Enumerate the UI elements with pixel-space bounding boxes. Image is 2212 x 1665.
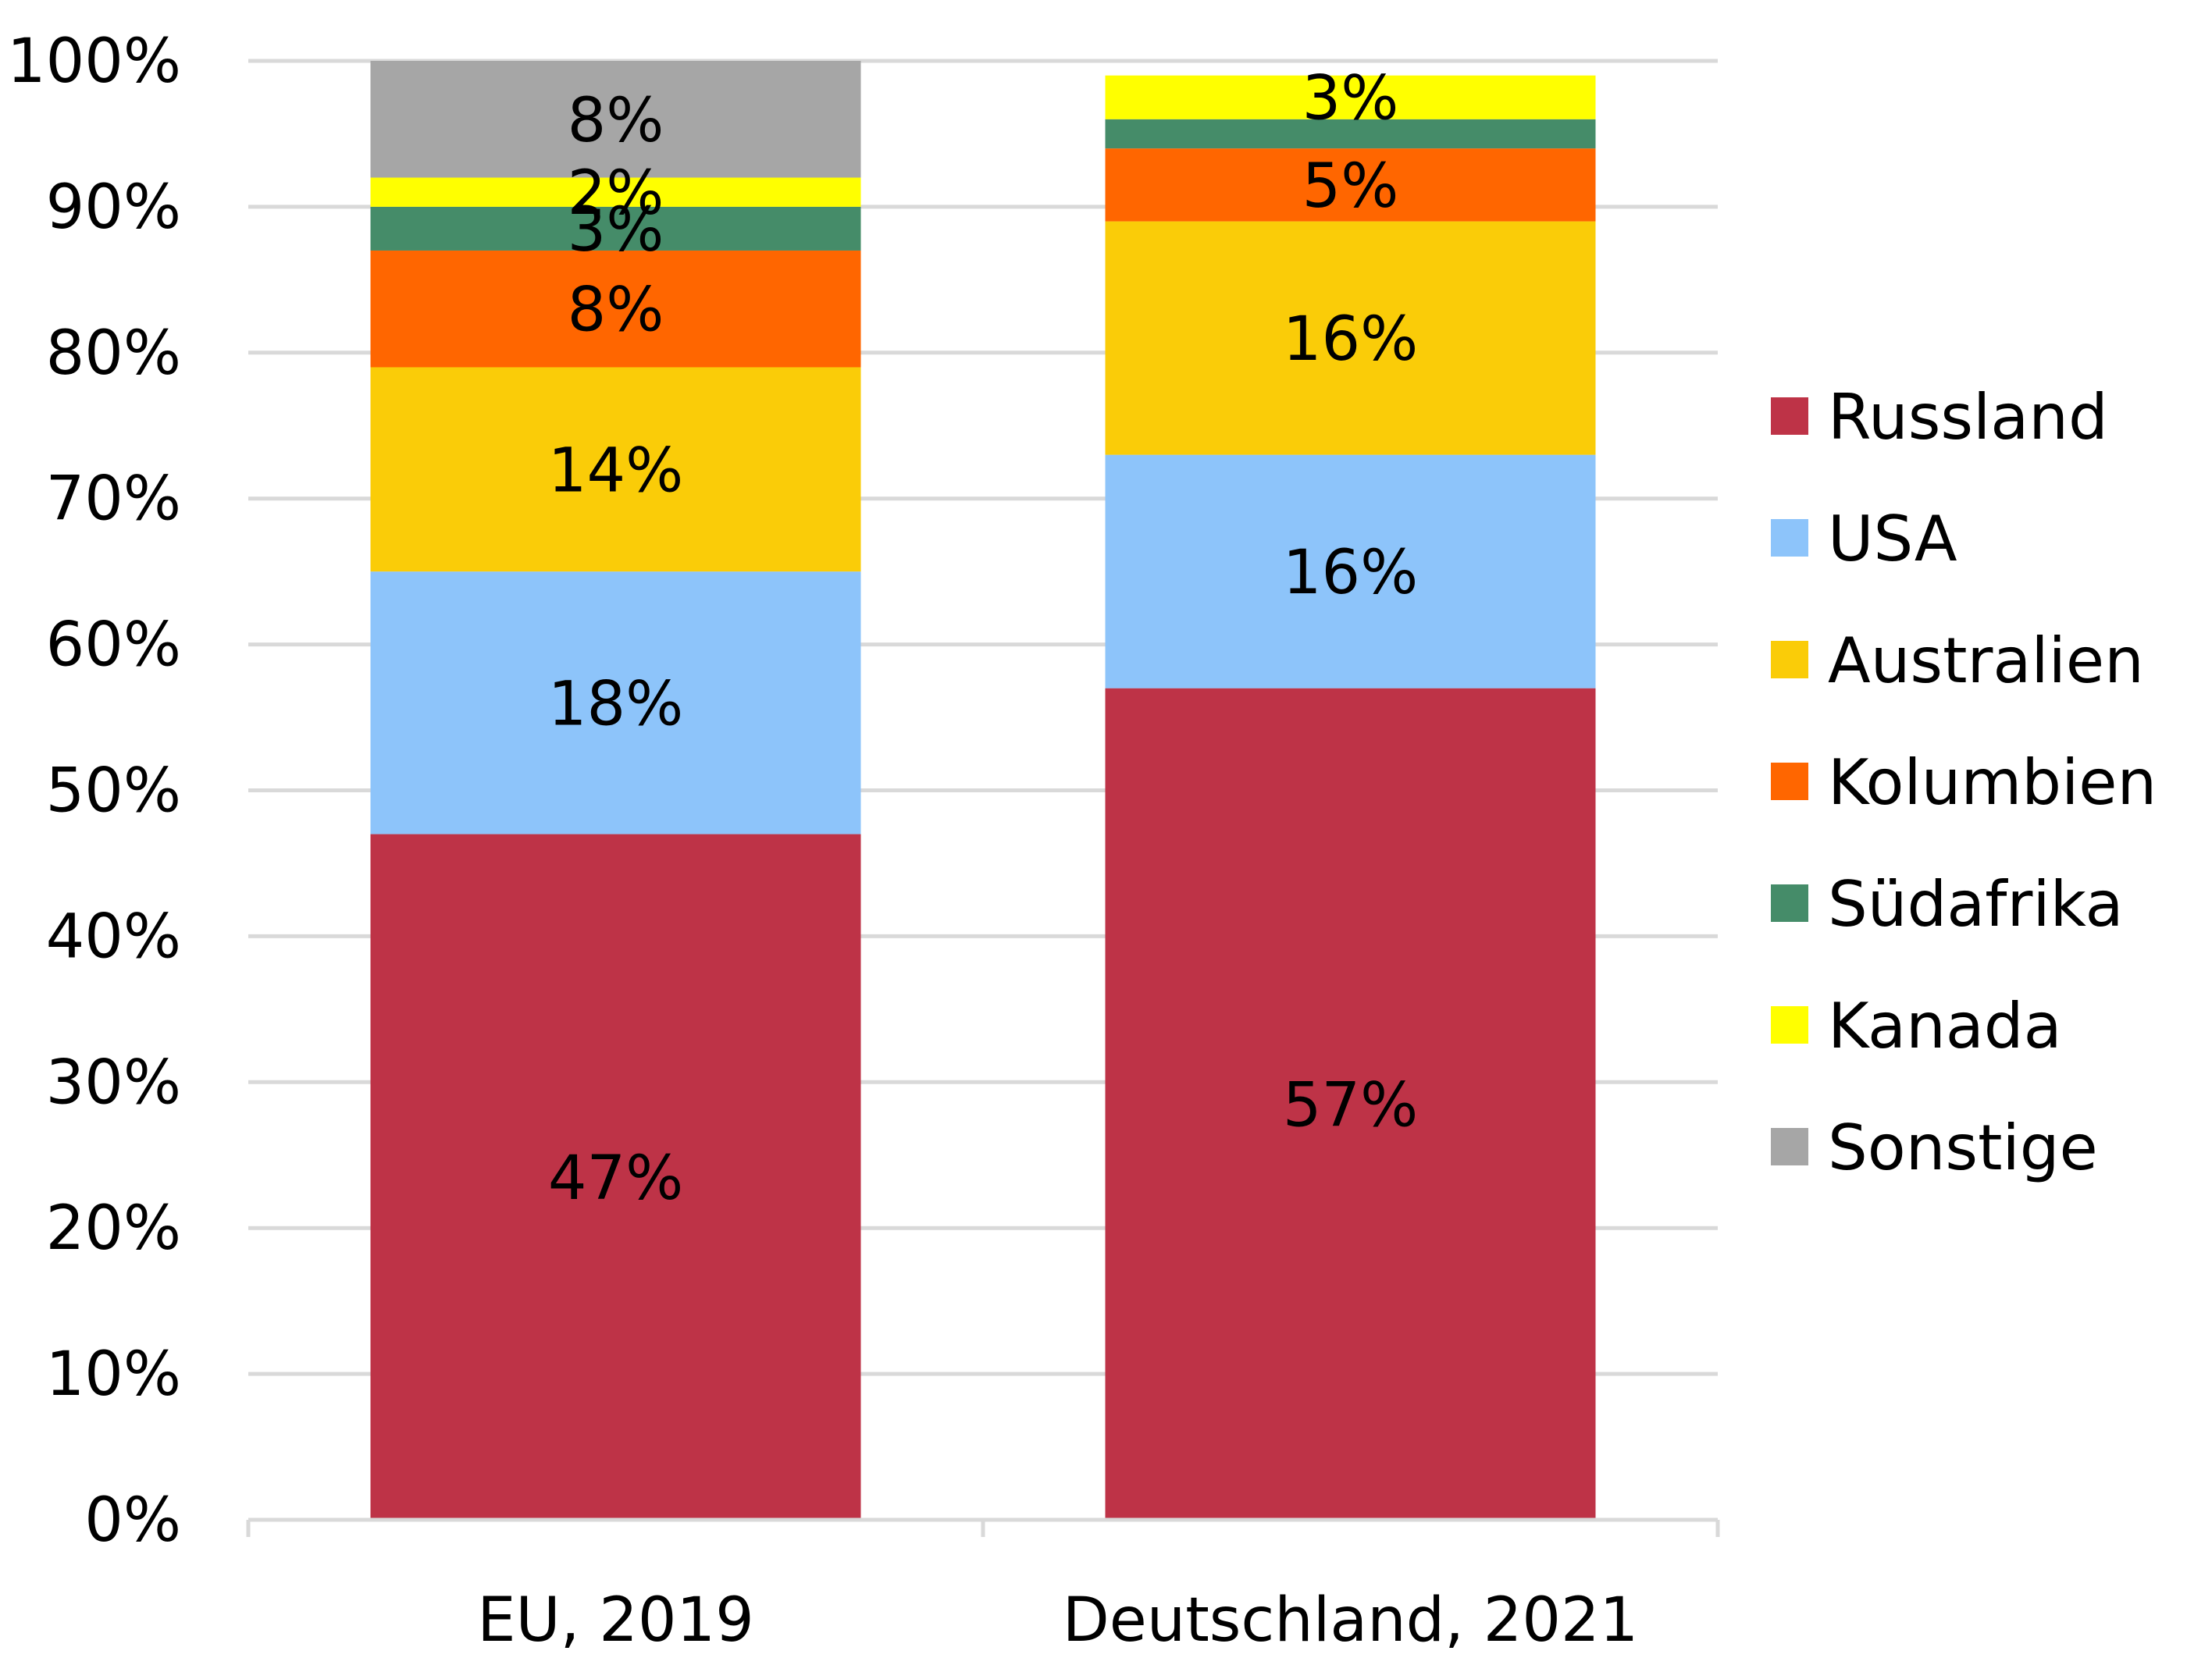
legend-label: Australien	[1828, 624, 2144, 697]
y-tick-label: 60%	[46, 610, 181, 681]
axes: 0% 10% 20% 30% 40% 50% 60% 70% 80% 90% 100% EU, 201…	[7, 27, 1720, 1656]
x-tick-label: Deutschland, 2021	[1063, 1585, 1639, 1656]
y-tick-label: 20%	[46, 1194, 181, 1264]
bar-segment-kolumbien	[370, 250, 861, 368]
bar-segment-kanada	[370, 177, 861, 207]
bar-segment-sonstige	[370, 61, 861, 178]
legend-label: Russland	[1828, 381, 2108, 454]
legend: Russland USA Australien Kolumbien Südafrika K…	[1771, 381, 2157, 1184]
data-label: 47%	[548, 1144, 683, 1214]
legend-swatch	[1771, 884, 1808, 922]
data-label: 16%	[1283, 538, 1418, 608]
bar-segment-kolumbien	[1105, 148, 1596, 222]
legend-label: Kanada	[1828, 990, 2062, 1062]
legend-swatch	[1771, 1128, 1808, 1165]
bar-segment-usa	[370, 571, 861, 834]
y-tick-label: 0%	[84, 1485, 181, 1556]
data-label: 3%	[1302, 64, 1399, 134]
data-label: 14%	[548, 436, 683, 506]
data-label: 8%	[568, 86, 664, 156]
data-label: 5%	[1302, 151, 1399, 222]
data-label: 57%	[1283, 1070, 1418, 1140]
data-label: 2%	[568, 158, 664, 229]
bar-segment-kanada	[1105, 75, 1596, 119]
legend-swatch	[1771, 763, 1808, 800]
bar-segment-australien	[1105, 221, 1596, 455]
legend-swatch	[1771, 397, 1808, 435]
data-labels: 47%18%14%8%3%2%8%57%16%16%5%3%	[548, 64, 1418, 1214]
y-tick-label: 80%	[46, 318, 181, 389]
legend-swatch	[1771, 519, 1808, 557]
legend-swatch	[1771, 641, 1808, 678]
legend-label: Kolumbien	[1828, 746, 2157, 819]
x-tick-label: EU, 2019	[477, 1585, 753, 1656]
bars	[370, 61, 1596, 1521]
y-tick-label: 100%	[7, 27, 181, 97]
y-tick-label: 10%	[46, 1339, 181, 1410]
bar-segment-südafrika	[370, 206, 861, 251]
data-label: 3%	[568, 195, 664, 265]
data-label: 8%	[568, 276, 664, 346]
bar-segment-usa	[1105, 454, 1596, 688]
legend-label: Südafrika	[1828, 868, 2124, 941]
y-tick-label: 70%	[46, 464, 181, 535]
data-label: 16%	[1283, 304, 1418, 375]
y-tick-label: 40%	[46, 902, 181, 972]
data-label: 18%	[548, 669, 683, 739]
y-tick-label: 90%	[46, 173, 181, 243]
legend-label: Sonstige	[1828, 1112, 2098, 1184]
y-tick-label: 30%	[46, 1048, 181, 1118]
y-tick-label: 50%	[46, 756, 181, 827]
bar-segment-russland	[1105, 688, 1596, 1521]
bar-segment-australien	[370, 367, 861, 572]
legend-swatch	[1771, 1006, 1808, 1044]
legend-label: USA	[1828, 503, 1957, 575]
bar-segment-russland	[370, 834, 861, 1520]
bar-segment-südafrika	[1105, 119, 1596, 149]
